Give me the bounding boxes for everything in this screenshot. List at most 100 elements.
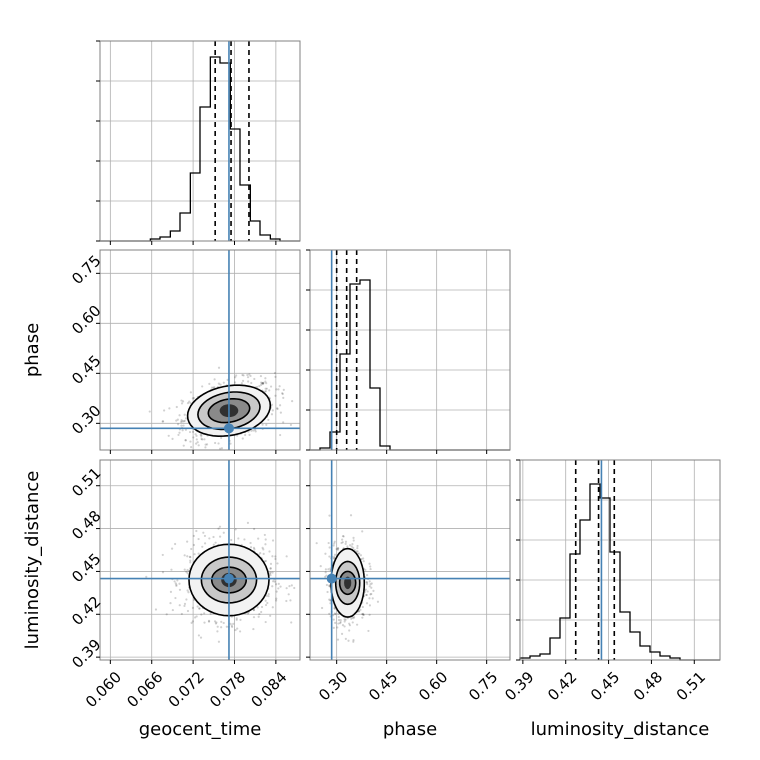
sample-point	[324, 575, 327, 578]
sample-point	[213, 386, 216, 389]
sample-point	[260, 383, 263, 386]
sample-point	[268, 550, 271, 553]
sample-point	[271, 606, 274, 609]
sample-point	[242, 374, 245, 377]
sample-point	[366, 583, 369, 586]
sample-point	[271, 539, 275, 542]
sample-point	[290, 621, 293, 624]
sample-point	[183, 568, 186, 571]
sample-point	[365, 602, 369, 605]
sample-point	[203, 621, 206, 624]
sample-point	[217, 527, 220, 530]
sample-point	[167, 434, 170, 437]
sample-point	[272, 580, 275, 583]
sample-point	[232, 622, 235, 625]
sample-point	[336, 638, 340, 641]
sample-point	[265, 382, 268, 385]
sample-point	[170, 568, 173, 571]
sample-point	[169, 590, 173, 593]
x-tick-label: 0.51	[673, 668, 709, 704]
sample-point	[289, 599, 292, 602]
sample-point	[196, 605, 199, 608]
sample-point	[171, 437, 174, 440]
sample-point	[259, 552, 262, 555]
sample-point	[177, 433, 180, 437]
sample-point	[282, 421, 285, 424]
sample-point	[281, 392, 284, 395]
sample-point	[246, 612, 250, 615]
sample-point	[233, 381, 237, 384]
histogram-panel-geocent_time	[96, 40, 301, 245]
sample-point	[369, 565, 372, 568]
sample-point	[349, 514, 353, 517]
sample-point	[287, 593, 290, 596]
sample-point	[276, 407, 279, 411]
sample-point	[216, 625, 219, 628]
sample-point	[183, 413, 186, 416]
sample-point	[337, 615, 340, 619]
sample-point	[217, 640, 221, 643]
sample-point	[230, 624, 233, 627]
sample-point	[201, 438, 204, 441]
sample-point	[196, 441, 199, 444]
sample-point	[192, 534, 195, 538]
y-tick-label: 0.39	[68, 635, 104, 671]
sample-point	[175, 419, 178, 422]
sample-point	[203, 534, 207, 538]
sample-point	[282, 388, 285, 391]
sample-point	[200, 435, 203, 438]
sample-point	[324, 568, 327, 571]
y-axis-label-luminosity-distance: luminosity_distance	[22, 471, 43, 650]
sample-point	[258, 612, 261, 616]
sample-point	[362, 613, 365, 616]
sample-point	[154, 608, 158, 611]
sample-point	[348, 622, 351, 625]
sample-point	[260, 610, 263, 614]
sample-point	[173, 580, 176, 583]
sample-point	[281, 392, 284, 396]
sample-point	[333, 612, 336, 615]
sample-point	[174, 542, 177, 546]
x-tick-label: 0.084	[248, 668, 291, 711]
sample-point	[212, 535, 215, 539]
sample-point	[244, 433, 247, 437]
panel-frame	[309, 249, 511, 451]
sample-point	[365, 593, 368, 597]
sample-point	[199, 433, 202, 436]
sample-point	[190, 621, 193, 624]
sample-point	[352, 546, 355, 549]
sample-point	[217, 366, 221, 369]
sample-point	[275, 590, 278, 593]
sample-point	[351, 542, 354, 546]
sample-point	[215, 621, 218, 624]
sample-point	[176, 455, 178, 457]
sample-point	[358, 610, 361, 613]
sample-point	[359, 554, 362, 557]
scatter-panel-geocent_time-luminosity_distance	[96, 459, 301, 664]
sample-point	[185, 598, 188, 601]
sample-point	[175, 405, 178, 409]
sample-point	[261, 382, 265, 386]
sample-point	[253, 527, 256, 531]
sample-point	[267, 418, 270, 421]
sample-point	[238, 630, 242, 633]
density-core	[344, 576, 352, 590]
sample-point	[252, 608, 255, 611]
sample-point	[271, 409, 274, 412]
sample-point	[340, 632, 344, 635]
sample-point	[344, 637, 347, 640]
sample-point	[285, 555, 288, 558]
sample-point	[190, 446, 193, 449]
sample-point	[333, 606, 336, 610]
panel-frame	[519, 459, 721, 661]
sample-point	[229, 622, 232, 625]
sample-point	[343, 620, 346, 623]
sample-point	[254, 430, 257, 433]
panel-frame	[99, 249, 301, 451]
histogram-step	[519, 483, 720, 661]
sample-point	[277, 587, 280, 590]
sample-point	[186, 555, 189, 558]
sample-point	[197, 537, 200, 541]
sample-point	[369, 567, 372, 571]
sample-point	[276, 407, 279, 410]
